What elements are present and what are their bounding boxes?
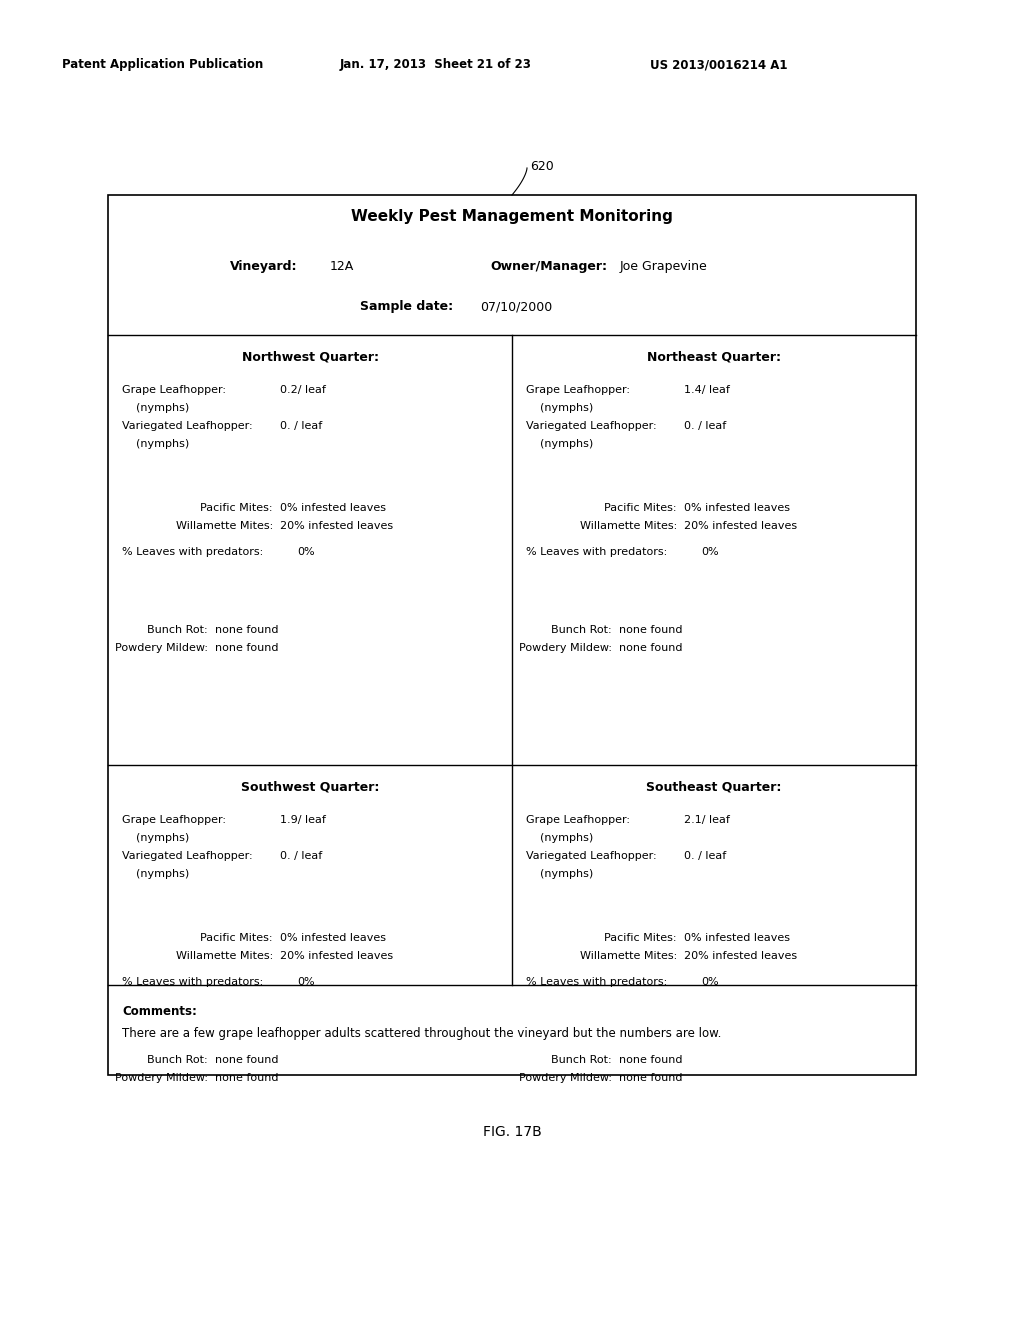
Text: none found: none found [618, 1073, 683, 1082]
Text: Vineyard:: Vineyard: [230, 260, 298, 273]
Text: 2.1/ leaf: 2.1/ leaf [684, 814, 730, 825]
Text: (nymphs): (nymphs) [136, 833, 189, 843]
Text: Bunch Rot:: Bunch Rot: [147, 624, 208, 635]
Text: % Leaves with predators:: % Leaves with predators: [122, 546, 263, 557]
Text: 1.4/ leaf: 1.4/ leaf [684, 385, 730, 395]
Text: none found: none found [215, 624, 279, 635]
Text: (nymphs): (nymphs) [540, 403, 593, 413]
Text: Sample date:: Sample date: [360, 300, 454, 313]
Text: (nymphs): (nymphs) [136, 403, 189, 413]
Text: % Leaves with predators:: % Leaves with predators: [526, 977, 668, 987]
Text: (nymphs): (nymphs) [540, 440, 593, 449]
Text: 0% infested leaves: 0% infested leaves [280, 933, 386, 942]
Text: none found: none found [618, 1055, 683, 1065]
Text: There are a few grape leafhopper adults scattered throughout the vineyard but th: There are a few grape leafhopper adults … [122, 1027, 721, 1040]
Text: Variegated Leafhopper:: Variegated Leafhopper: [526, 851, 656, 861]
Text: 07/10/2000: 07/10/2000 [480, 300, 552, 313]
Text: Pacific Mites:: Pacific Mites: [201, 503, 273, 513]
Text: 0. / leaf: 0. / leaf [280, 851, 323, 861]
Text: Pacific Mites:: Pacific Mites: [604, 503, 677, 513]
Text: Northwest Quarter:: Northwest Quarter: [242, 351, 379, 364]
Text: Southwest Quarter:: Southwest Quarter: [241, 781, 379, 795]
Text: Northeast Quarter:: Northeast Quarter: [647, 351, 781, 364]
Text: Variegated Leafhopper:: Variegated Leafhopper: [122, 851, 253, 861]
Text: 0.2/ leaf: 0.2/ leaf [280, 385, 326, 395]
Text: 20% infested leaves: 20% infested leaves [280, 521, 393, 531]
Text: 0%: 0% [701, 546, 719, 557]
Text: Grape Leafhopper:: Grape Leafhopper: [526, 385, 630, 395]
Text: 0% infested leaves: 0% infested leaves [280, 503, 386, 513]
Text: US 2013/0016214 A1: US 2013/0016214 A1 [650, 58, 787, 71]
Text: none found: none found [618, 643, 683, 653]
Text: Grape Leafhopper:: Grape Leafhopper: [122, 814, 226, 825]
Text: Grape Leafhopper:: Grape Leafhopper: [526, 814, 630, 825]
Text: 12A: 12A [330, 260, 354, 273]
Text: FIG. 17B: FIG. 17B [482, 1125, 542, 1139]
Text: Powdery Mildew:: Powdery Mildew: [519, 1073, 612, 1082]
Text: 0. / leaf: 0. / leaf [684, 421, 726, 432]
Text: none found: none found [215, 643, 279, 653]
Text: 0. / leaf: 0. / leaf [684, 851, 726, 861]
Text: Variegated Leafhopper:: Variegated Leafhopper: [526, 421, 656, 432]
Text: Owner/Manager:: Owner/Manager: [490, 260, 607, 273]
Text: (nymphs): (nymphs) [136, 869, 189, 879]
Text: 0. / leaf: 0. / leaf [280, 421, 323, 432]
Text: 1.9/ leaf: 1.9/ leaf [280, 814, 326, 825]
Text: Jan. 17, 2013  Sheet 21 of 23: Jan. 17, 2013 Sheet 21 of 23 [340, 58, 531, 71]
Text: Weekly Pest Management Monitoring: Weekly Pest Management Monitoring [351, 209, 673, 224]
Text: Powdery Mildew:: Powdery Mildew: [115, 643, 208, 653]
Text: 620: 620 [530, 160, 554, 173]
Text: Bunch Rot:: Bunch Rot: [147, 1055, 208, 1065]
Text: Bunch Rot:: Bunch Rot: [551, 624, 612, 635]
Text: 0%: 0% [297, 977, 314, 987]
Text: Willamette Mites:: Willamette Mites: [176, 521, 273, 531]
Text: 20% infested leaves: 20% infested leaves [684, 521, 797, 531]
Text: Joe Grapevine: Joe Grapevine [620, 260, 708, 273]
Text: Powdery Mildew:: Powdery Mildew: [519, 643, 612, 653]
Bar [108, 195, 916, 1074]
Text: % Leaves with predators:: % Leaves with predators: [526, 546, 668, 557]
Text: Pacific Mites:: Pacific Mites: [604, 933, 677, 942]
Text: 0%: 0% [701, 977, 719, 987]
Text: 0% infested leaves: 0% infested leaves [684, 503, 790, 513]
Text: none found: none found [618, 624, 683, 635]
Text: 0%: 0% [297, 546, 314, 557]
Text: (nymphs): (nymphs) [136, 440, 189, 449]
Text: (nymphs): (nymphs) [540, 833, 593, 843]
Text: none found: none found [215, 1055, 279, 1065]
Text: Willamette Mites:: Willamette Mites: [176, 950, 273, 961]
Text: (nymphs): (nymphs) [540, 869, 593, 879]
Text: 20% infested leaves: 20% infested leaves [684, 950, 797, 961]
Text: Patent Application Publication: Patent Application Publication [62, 58, 263, 71]
Text: Variegated Leafhopper:: Variegated Leafhopper: [122, 421, 253, 432]
Text: 0% infested leaves: 0% infested leaves [684, 933, 790, 942]
Text: Willamette Mites:: Willamette Mites: [580, 950, 677, 961]
Text: Powdery Mildew:: Powdery Mildew: [115, 1073, 208, 1082]
Text: Southeast Quarter:: Southeast Quarter: [646, 781, 781, 795]
Text: % Leaves with predators:: % Leaves with predators: [122, 977, 263, 987]
Text: 20% infested leaves: 20% infested leaves [280, 950, 393, 961]
Text: Comments:: Comments: [122, 1005, 197, 1018]
Text: Pacific Mites:: Pacific Mites: [201, 933, 273, 942]
Text: Bunch Rot:: Bunch Rot: [551, 1055, 612, 1065]
Text: Grape Leafhopper:: Grape Leafhopper: [122, 385, 226, 395]
Text: Willamette Mites:: Willamette Mites: [580, 521, 677, 531]
Text: none found: none found [215, 1073, 279, 1082]
